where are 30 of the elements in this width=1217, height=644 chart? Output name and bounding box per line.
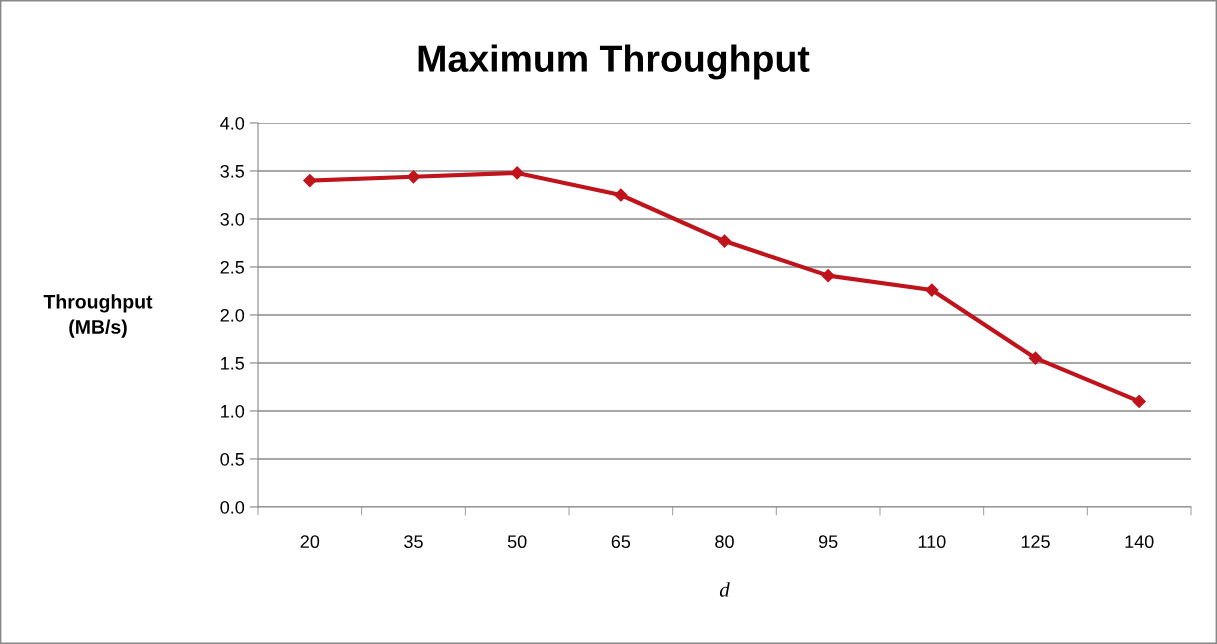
x-tick-label: 125 xyxy=(1021,535,1050,549)
x-tick-label: 35 xyxy=(404,535,423,549)
point xyxy=(510,166,524,180)
y-tick-label: 3.5 xyxy=(220,164,245,178)
point xyxy=(717,234,732,248)
y-axis-title: Throughput (MB/s) xyxy=(43,294,153,338)
point xyxy=(821,269,835,283)
y-tick-label: 1.0 xyxy=(221,404,245,418)
point xyxy=(406,170,421,184)
point xyxy=(303,174,317,188)
point xyxy=(1028,351,1043,365)
y-tick-label: 0.0 xyxy=(220,500,245,514)
y-tick-label: 1.5 xyxy=(221,357,245,370)
x-tick-label: 140 xyxy=(1125,535,1154,549)
x-tick-label: 50 xyxy=(507,535,527,549)
x-tick-label: 20 xyxy=(300,535,320,549)
point xyxy=(614,188,628,202)
x-tick-label: 80 xyxy=(715,535,734,549)
x-axis-title: d xyxy=(719,582,730,597)
point xyxy=(1132,394,1146,408)
y-tick-label: 0.5 xyxy=(220,452,245,466)
x-tick-label: 95 xyxy=(818,535,838,549)
y-tick-label: 4.0 xyxy=(220,116,245,130)
y-tick-label: 3.0 xyxy=(220,212,245,226)
x-tick-label: 65 xyxy=(611,535,631,549)
x-tick-label: 110 xyxy=(918,535,946,549)
point xyxy=(925,283,939,297)
chart-title: Maximum Throughput xyxy=(418,44,810,80)
y-tick-label: 2.0 xyxy=(220,308,245,322)
y-tick-label: 2.5 xyxy=(220,260,245,274)
